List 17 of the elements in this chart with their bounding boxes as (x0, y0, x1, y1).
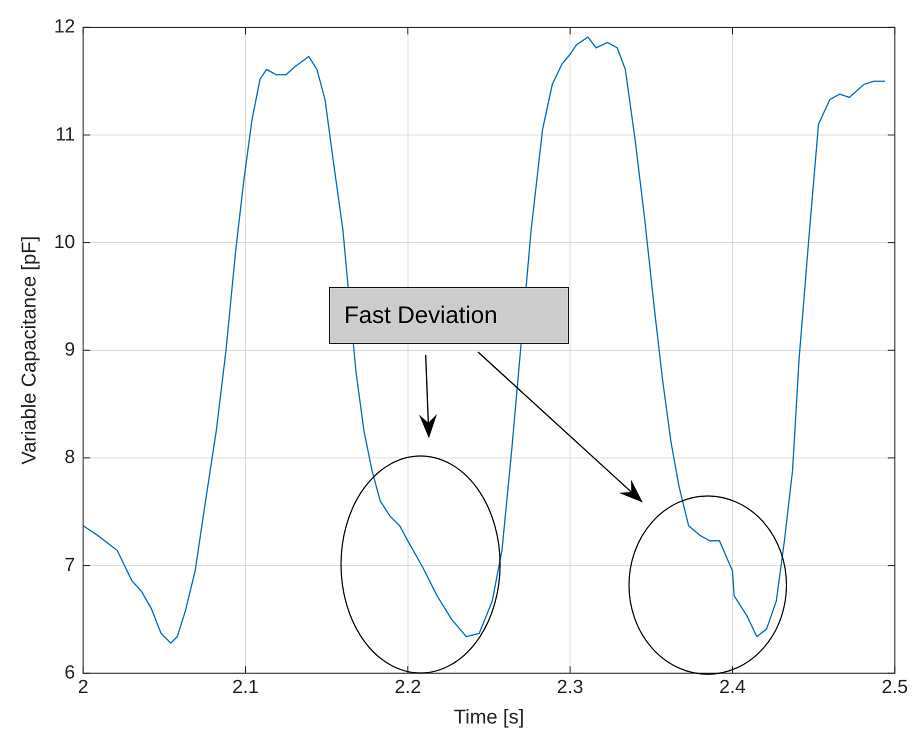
x-tick-label: 2.3 (556, 676, 584, 698)
x-tick-label: 2.5 (882, 676, 908, 698)
x-tick-label: 2.4 (719, 676, 746, 698)
y-tick-label: 9 (64, 340, 76, 361)
label-box: Fast Deviation (329, 287, 568, 344)
y-tick-label: 11 (55, 124, 76, 146)
y-tick-label: 10 (54, 232, 76, 253)
x-axis-title: Time [s] (454, 706, 524, 729)
x-tick-label: 2.2 (394, 676, 422, 698)
y-tick-label: 12 (54, 16, 76, 38)
y-tick-label: 7 (64, 554, 76, 576)
x-tick-label: 2.1 (232, 676, 259, 698)
annotation: Fast Deviation (344, 302, 498, 330)
y-axis-title: Variable Capacitance [pF] (18, 236, 41, 465)
y-tick-label: 6 (64, 662, 76, 684)
y-tick-label: 8 (64, 447, 76, 468)
x-tick-label: 2 (78, 676, 88, 698)
